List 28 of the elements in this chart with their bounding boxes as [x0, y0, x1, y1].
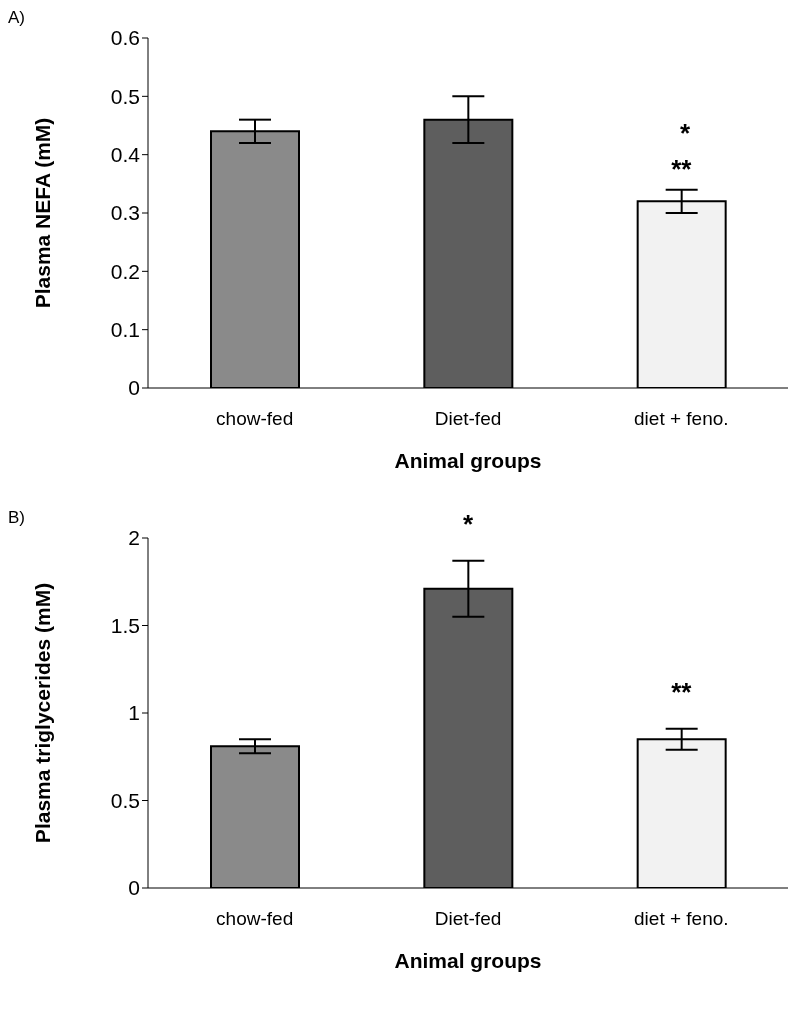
y-tick-label: 0.1 — [110, 318, 140, 342]
x-tick-label: chow-fed — [216, 408, 294, 430]
y-tick-label: 0 — [128, 376, 140, 400]
y-tick-label: 0.2 — [110, 259, 140, 283]
x-tick-label: diet + feno. — [634, 408, 729, 430]
text: A) — [8, 8, 25, 28]
x-tick-label: Diet-fed — [434, 408, 502, 430]
y-tick-label: 0 — [128, 876, 140, 900]
x-axis-title: Animal groups — [394, 949, 542, 972]
y-tick-label: 1.5 — [110, 613, 140, 637]
y-tick-label: 1 — [128, 701, 140, 725]
y-axis-title: Plasma triglycerides (mM) — [31, 582, 55, 844]
y-tick-label: 0.3 — [110, 201, 140, 225]
y-tick-label: 0.6 — [110, 26, 140, 50]
text: B) — [8, 508, 25, 528]
y-tick-label: 2 — [128, 526, 140, 550]
x-tick-label: Diet-fed — [434, 908, 502, 930]
y-tick-label: 0.5 — [110, 84, 140, 108]
x-tick-label: diet + feno. — [634, 908, 729, 930]
x-axis-title: Animal groups — [394, 449, 542, 472]
x-tick-label: chow-fed — [216, 908, 294, 930]
annotation: ** — [671, 153, 693, 184]
annotation: * — [462, 508, 474, 539]
y-tick-label: 0.5 — [110, 788, 140, 812]
annotation: ** — [671, 676, 693, 707]
annotation: * — [680, 118, 691, 149]
y-tick-label: 0.4 — [110, 143, 141, 167]
y-axis-title: Plasma NEFA (mM) — [31, 117, 55, 309]
